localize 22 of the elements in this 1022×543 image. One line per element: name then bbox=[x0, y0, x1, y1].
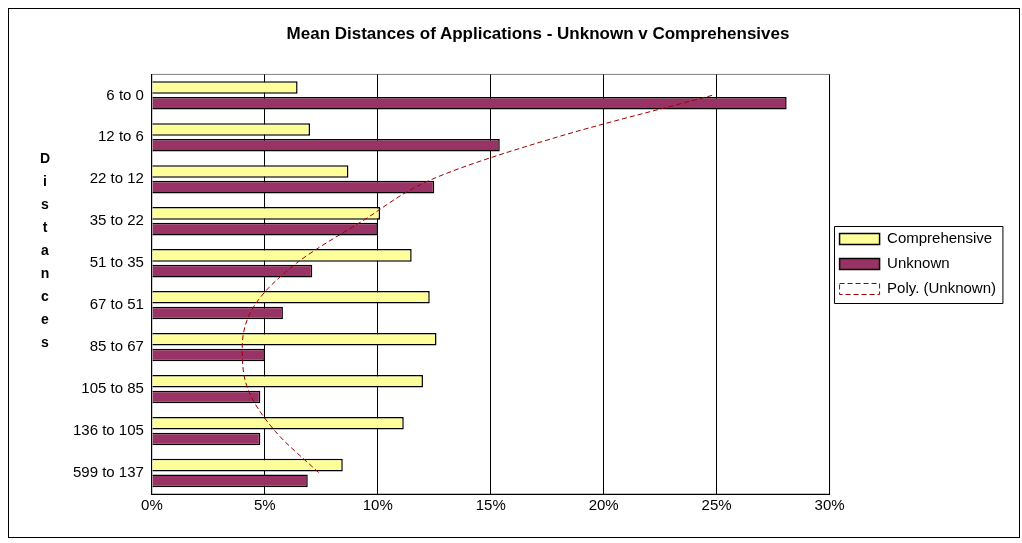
x-tick-label: 20% bbox=[588, 496, 619, 514]
x-tick-label: 5% bbox=[254, 496, 276, 514]
x-tick-label: 10% bbox=[362, 496, 393, 514]
legend-label: Poly. (Unknown) bbox=[887, 279, 997, 297]
y-axis-title: Distances bbox=[37, 150, 53, 357]
y-tick-label: 12 to 6 bbox=[98, 127, 144, 145]
y-tick-label: 105 to 85 bbox=[81, 379, 144, 397]
x-tick-label: 25% bbox=[701, 496, 732, 514]
x-tick-label: 15% bbox=[475, 496, 506, 514]
legend-label: Unknown bbox=[887, 254, 950, 272]
y-tick-label: 599 to 137 bbox=[72, 463, 144, 481]
chart-title: Mean Distances of Applications - Unknown v Comprehensives bbox=[286, 23, 790, 43]
y-tick-label: 6 to 0 bbox=[106, 85, 144, 103]
y-tick-label: 136 to 105 bbox=[72, 421, 144, 439]
x-tick-label: 0% bbox=[141, 496, 163, 514]
x-tick-label: 30% bbox=[814, 496, 845, 514]
y-tick-label: 85 to 67 bbox=[89, 337, 144, 355]
y-tick-label: 51 to 35 bbox=[89, 253, 144, 271]
y-tick-label: 35 to 22 bbox=[89, 211, 144, 229]
y-tick-label: 22 to 12 bbox=[89, 169, 144, 187]
y-tick-label: 67 to 51 bbox=[89, 295, 144, 313]
legend-label: Comprehensive bbox=[887, 229, 993, 247]
